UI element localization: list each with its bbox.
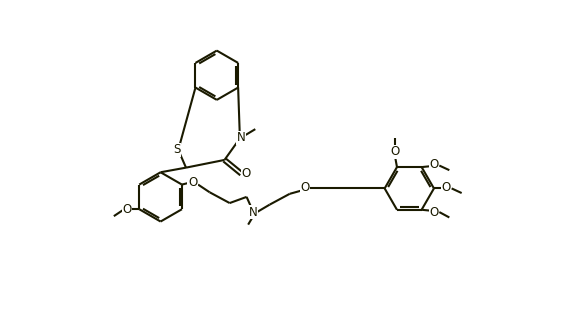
Text: O: O (301, 181, 310, 194)
Text: N: N (249, 206, 257, 219)
Text: O: O (122, 203, 132, 216)
Text: O: O (391, 145, 400, 158)
Text: O: O (188, 176, 197, 189)
Text: O: O (429, 206, 438, 219)
Text: S: S (173, 144, 180, 156)
Text: N: N (237, 131, 246, 144)
Text: O: O (442, 181, 451, 194)
Text: O: O (429, 158, 438, 171)
Text: O: O (241, 167, 251, 180)
